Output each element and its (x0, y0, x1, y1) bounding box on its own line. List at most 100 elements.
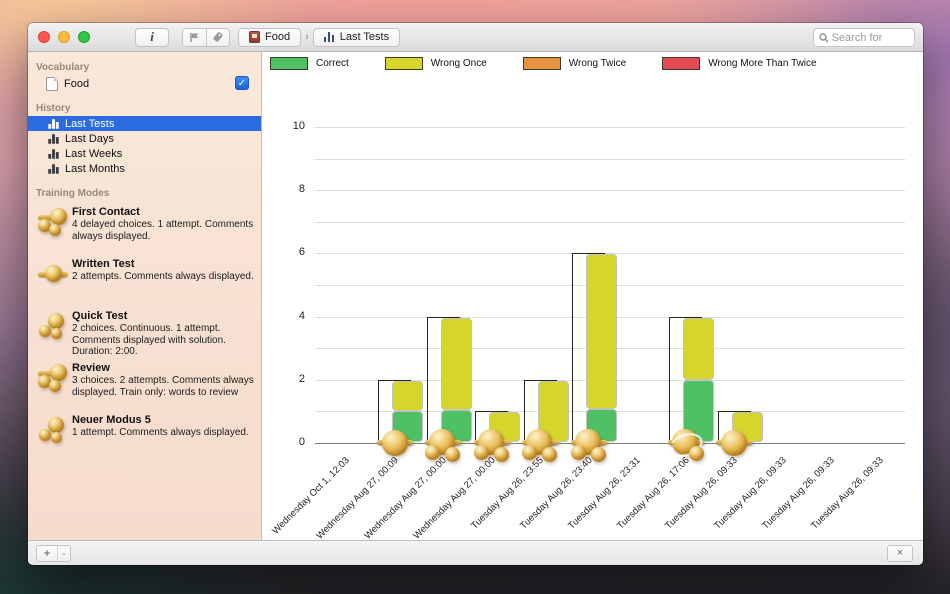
search-input[interactable] (831, 31, 909, 44)
sidebar-item-label: Last Months (65, 162, 125, 175)
bar (669, 316, 714, 443)
zoom-window-button[interactable] (78, 31, 90, 43)
legend-swatch (522, 57, 561, 70)
bead-icon (39, 325, 51, 337)
bar-segment-wrong-once (392, 380, 423, 412)
breadcrumb-vocabulary-label: Food (265, 31, 291, 43)
sidebar-item-last-weeks[interactable]: Last Weeks (28, 146, 261, 161)
training-mode-title: Written Test (72, 258, 135, 270)
sidebar-item-label: Last Days (65, 132, 114, 145)
bead-icon (38, 219, 51, 232)
legend-label: Wrong Twice (568, 58, 627, 69)
training-mode-title: First Contact (72, 206, 140, 218)
chevron-down-icon[interactable]: ⌄ (57, 546, 70, 561)
bead-icon (688, 446, 704, 461)
bar-chart-icon (48, 163, 59, 174)
bead-icon (721, 430, 747, 456)
y-axis-label: 0 (298, 436, 305, 448)
legend-label: Correct (316, 58, 349, 69)
chart-plot: 0 2 4 6 8 10 Wednesday Oct 1, 12:03 Wednesday A… (262, 52, 923, 540)
breadcrumb-current-view-label: Last Tests (339, 31, 390, 43)
search-icon (819, 32, 828, 43)
bead-icon (49, 380, 61, 392)
chart-panel: Correct Wrong Once Wrong Twice Wrong More T… (262, 52, 923, 540)
chart-legend: Correct Wrong Once Wrong Twice Wrong More T… (270, 57, 817, 70)
training-mode-desc: 4 delayed choices. 1 attempt. Comments a… (72, 219, 254, 242)
sidebar-item-last-tests[interactable]: Last Tests (28, 116, 261, 131)
flag-tag-segment (182, 27, 230, 47)
training-mode-review[interactable]: Review 3 choices. 2 attempts. Comments al… (28, 361, 261, 413)
bead-icon (473, 445, 489, 460)
bead-icon (51, 432, 62, 443)
bar-chart-icon (48, 133, 59, 144)
bar (378, 379, 423, 443)
sidebar-item-food[interactable]: Food ✓ (28, 75, 261, 93)
training-mode-desc: 1 attempt. Comments always displayed. (72, 427, 249, 438)
flag-button[interactable] (183, 28, 206, 46)
y-axis-label: 8 (298, 183, 305, 196)
bar (572, 253, 617, 443)
bead-icon (39, 429, 51, 441)
bead-icon (50, 364, 67, 381)
training-mode-written-test[interactable]: Written Test 2 attempts. Comments always … (28, 257, 261, 309)
sidebar-item-last-days[interactable]: Last Days (28, 131, 261, 146)
y-axis-label: 10 (292, 120, 305, 132)
add-vocabulary-control[interactable]: + ⌄ (36, 545, 71, 562)
training-mode-first-contact[interactable]: First Contact 4 delayed choices. 1 attemp… (28, 205, 261, 257)
bar-chart-icon (323, 32, 335, 42)
bead-icon (48, 313, 64, 329)
bead-icon (38, 375, 51, 388)
minimize-window-button[interactable] (58, 31, 70, 43)
plus-icon[interactable]: + (43, 546, 51, 560)
breadcrumb-current-view[interactable]: Last Tests (312, 27, 401, 47)
close-chart-button[interactable]: × (887, 545, 913, 562)
sidebar-item-last-months[interactable]: Last Months (28, 161, 261, 176)
bead-icon (542, 447, 557, 462)
bead-icon (522, 445, 537, 460)
bead-icon (425, 445, 440, 460)
window-content: Vocabulary Food ✓ History Last Tests Last … (28, 52, 923, 540)
bar (426, 316, 472, 443)
vocabulary-checkbox[interactable]: ✓ (235, 76, 249, 90)
gridline (315, 253, 905, 255)
history-header: History (36, 103, 71, 114)
training-mode-desc: 2 choices. Continuous. 1 attempt. Commen… (72, 323, 226, 357)
tag-button[interactable] (206, 28, 229, 46)
bottom-bar: + ⌄ × (28, 540, 923, 565)
bar-segment-wrong-once (586, 254, 617, 410)
bead-icon (49, 224, 61, 236)
y-axis-label: 2 (298, 372, 305, 385)
close-window-button[interactable] (38, 31, 50, 43)
traffic-lights (38, 31, 90, 43)
bead-icon (45, 265, 62, 282)
bead-icon (381, 430, 408, 456)
training-mode-title: Review (72, 362, 110, 374)
bead-icon (445, 447, 460, 462)
training-mode-title: Neuer Modus 5 (72, 414, 151, 426)
flag-icon (190, 32, 199, 42)
y-axis-label: 4 (298, 309, 305, 322)
info-button[interactable]: i (135, 27, 169, 47)
vocabulary-header: Vocabulary (36, 62, 90, 73)
app-window: i Food › Last Tests Voca (28, 23, 923, 565)
beads-icon (36, 311, 72, 345)
bead-icon (570, 445, 586, 460)
beads-icon (36, 207, 72, 241)
legend-swatch (270, 57, 308, 70)
gridline (315, 127, 905, 128)
title-bar: i Food › Last Tests (28, 23, 923, 52)
bead-icon (51, 328, 62, 339)
x-axis-line (315, 443, 905, 444)
breadcrumb: Food › Last Tests (238, 27, 401, 47)
legend-item-wrong-once: Wrong Once (384, 57, 487, 70)
breadcrumb-vocabulary[interactable]: Food (238, 27, 302, 47)
history-list: Last Tests Last Days Last Weeks Last Months (28, 116, 261, 176)
bar-chart-icon (48, 118, 59, 129)
document-icon (46, 77, 58, 91)
training-mode-quick-test[interactable]: Quick Test 2 choices. Continuous. 1 attem… (28, 309, 261, 361)
gridline (315, 221, 905, 223)
training-mode-title: Quick Test (72, 310, 128, 322)
search-field[interactable] (813, 28, 915, 47)
legend-label: Wrong Once (430, 58, 487, 69)
